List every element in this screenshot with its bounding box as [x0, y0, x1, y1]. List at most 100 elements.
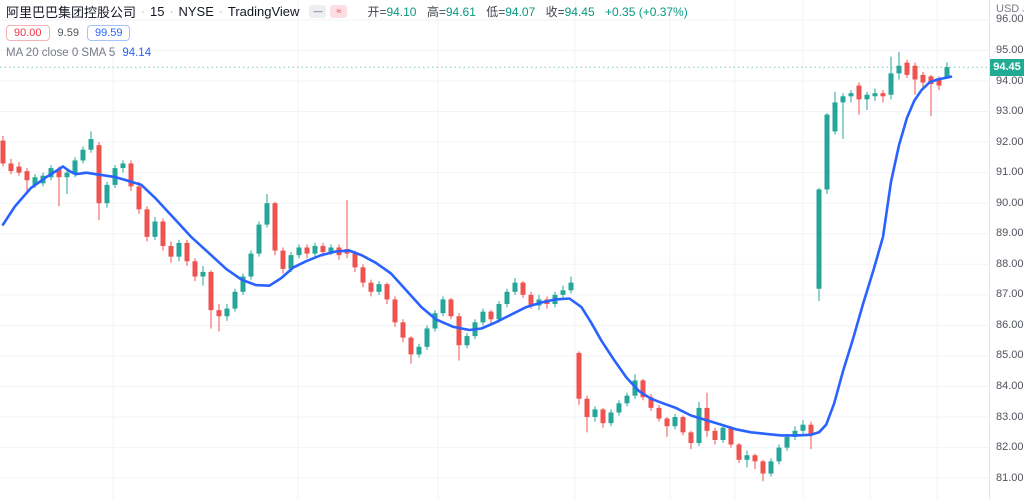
candle-body-up: [888, 73, 894, 95]
candle-body-up: [720, 427, 726, 440]
candle-body-down: [936, 79, 942, 86]
candle-body-down: [688, 432, 694, 444]
price-axis[interactable]: USD⌄ 94.45 96.00 95.00 94.00 93.00 92.00 91.0…: [989, 0, 1024, 499]
candle-body-down: [680, 417, 686, 433]
candle-body-up: [432, 313, 438, 329]
ma-indicator-row[interactable]: MA 20 close 0 SMA 5 94.14: [6, 45, 688, 61]
candle-body-down: [920, 74, 926, 83]
platform-label: TradingView: [227, 3, 300, 19]
candle-body-down: [712, 430, 718, 440]
close-label: 收=: [545, 4, 565, 19]
candle-body-up: [840, 96, 846, 103]
candle-body-up: [312, 245, 318, 254]
candle-body-down: [392, 299, 398, 323]
candle-body-down: [448, 299, 454, 317]
candle-body-down: [304, 247, 310, 254]
candle-body-down: [160, 221, 166, 246]
candle-body-down: [192, 261, 198, 277]
candle-body-down: [640, 380, 646, 398]
candle-body-up: [616, 403, 622, 413]
price-tick-label: 86.00: [996, 318, 1024, 331]
candle-body-down: [168, 245, 174, 257]
candle-body-down: [880, 93, 886, 97]
candle-body-down: [280, 250, 286, 269]
ma-indicator-value: 94.14: [122, 47, 152, 59]
price-tick-label: 90.00: [996, 196, 1024, 209]
lower-level-box: 90.00: [6, 25, 50, 41]
chart-legend: 阿里巴巴集团控股公司 · 15 · NYSE · TradingView — ≈…: [6, 2, 688, 61]
candle-body-down: [656, 407, 662, 419]
candle-body-up: [800, 424, 806, 431]
candle-body-up: [672, 417, 678, 427]
candle-body-down: [928, 76, 934, 85]
candle-body-up: [592, 409, 598, 418]
candle-body-down: [128, 163, 134, 187]
middle-level-value: 9.59: [57, 27, 79, 39]
candle-body-up: [88, 139, 94, 150]
price-tick-label: 91.00: [996, 166, 1024, 179]
candle-body-down: [208, 271, 214, 311]
currency-selector[interactable]: USD⌄: [996, 3, 1024, 15]
ohlc-readout: 开=94.10 高=94.61 低=94.07 收=94.45 +0.35 (+…: [367, 3, 687, 20]
candle-body-down: [760, 461, 766, 474]
candle-body-down: [408, 337, 414, 355]
candle-body-up: [608, 412, 614, 424]
candle-body-up: [104, 184, 110, 204]
indicator-levels-row: 90.00 9.59 99.59: [6, 24, 688, 42]
candle-body-up: [64, 172, 70, 178]
symbol-row: 阿里巴巴集团控股公司 · 15 · NYSE · TradingView — ≈…: [6, 2, 688, 20]
candle-body-up: [72, 160, 78, 175]
open-value: 94.10: [386, 4, 417, 19]
candle-body-down: [520, 282, 526, 295]
candle-body-up: [32, 177, 38, 185]
separator-dot: ·: [141, 4, 146, 18]
price-tick-label: 89.00: [996, 227, 1024, 240]
ma-indicator-name: MA 20 close 0 SMA 5: [6, 47, 116, 59]
candle-body-up: [328, 247, 334, 253]
candle-body-down: [664, 418, 670, 427]
candle-body-down: [912, 65, 918, 80]
candle-body-down: [320, 245, 326, 253]
candle-body-down: [136, 186, 142, 210]
candle-body-down: [600, 409, 606, 424]
price-tick-label: 94.00: [996, 74, 1024, 87]
candle-body-up: [496, 304, 502, 320]
candle-body-down: [528, 294, 534, 306]
candle-body-up: [768, 461, 774, 474]
candle-body-up: [864, 94, 870, 100]
candle-body-up: [424, 328, 430, 347]
change-value: +0.35 (+0.37%): [605, 4, 688, 19]
candle-body-down: [272, 203, 278, 251]
exchange-label: NYSE: [178, 3, 214, 19]
low-label: 低=: [486, 4, 506, 19]
candle-body-down: [384, 284, 390, 300]
high-value: 94.61: [445, 4, 476, 19]
candle-body-up: [792, 430, 798, 437]
separator-dot: ·: [169, 4, 174, 18]
candle-body-up: [512, 282, 518, 292]
candle-body-up: [896, 65, 902, 74]
market-status-icon[interactable]: ≈: [330, 4, 348, 18]
candle-body-up: [416, 346, 422, 355]
candle-body-down: [352, 253, 358, 268]
candle-body-up: [744, 455, 750, 460]
candle-body-up: [120, 163, 126, 169]
minimize-legend-button[interactable]: —: [309, 4, 327, 18]
candle-body-up: [240, 276, 246, 292]
candle-body-up: [480, 311, 486, 323]
candle-body-up: [224, 308, 230, 317]
candle-body-up: [464, 336, 470, 346]
candle-body-up: [776, 447, 782, 462]
price-tick-label: 88.00: [996, 257, 1024, 270]
candle-body-down: [752, 455, 758, 462]
candle-body-up: [816, 189, 822, 289]
candle-body-down: [488, 311, 494, 320]
candle-body-up: [296, 247, 302, 256]
interval-label[interactable]: 15: [150, 3, 165, 19]
chevron-down-icon: ⌄: [1020, 4, 1024, 14]
price-tick-label: 96.00: [996, 13, 1024, 26]
candle-body-up: [848, 93, 854, 97]
symbol-title[interactable]: 阿里巴巴集团控股公司: [6, 4, 137, 20]
price-tick-label: 82.00: [996, 441, 1024, 454]
